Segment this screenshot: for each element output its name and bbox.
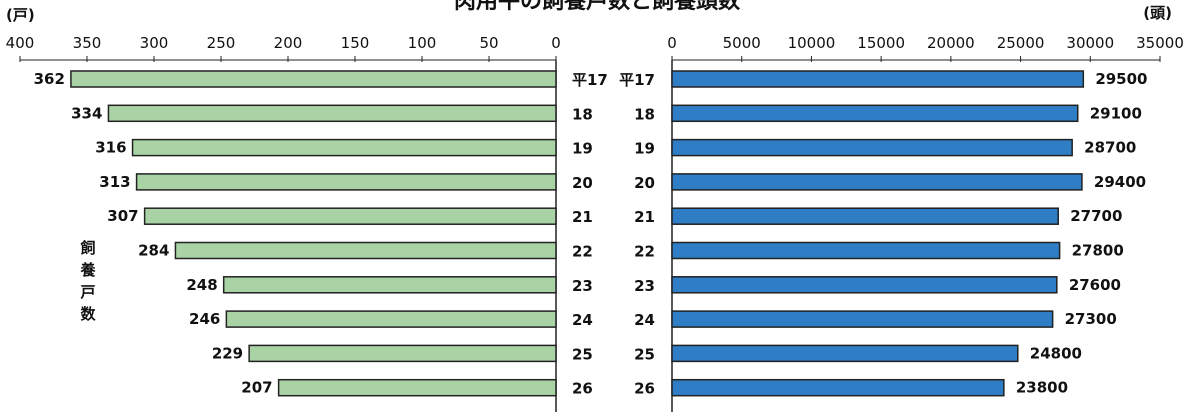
right-category-label: 20 (634, 174, 655, 192)
right-bar (671, 70, 1085, 88)
left-bar-value-label: 362 (34, 70, 65, 88)
right-category-label: 22 (634, 243, 655, 261)
left-x-tick-label: 150 (341, 34, 370, 52)
right-category-label: 23 (634, 277, 655, 295)
right-bar-value-label: 28700 (1084, 139, 1136, 157)
left-bar-value-label: 207 (241, 379, 272, 397)
right-bar-value-label: 27700 (1070, 207, 1122, 225)
left-bar (143, 207, 557, 225)
right-bar (671, 173, 1083, 191)
left-x-tick-label: 400 (6, 34, 35, 52)
left-bar (222, 276, 557, 294)
left-bar (135, 173, 557, 191)
right-category-label: 21 (634, 208, 655, 226)
right-bar (671, 207, 1059, 225)
right-bar-value-label: 24800 (1030, 344, 1082, 362)
right-category-label: 19 (634, 140, 655, 158)
right-bar-value-label: 29400 (1094, 173, 1146, 191)
left-unit-label: (戸) (6, 6, 35, 24)
left-category-label: 平17 (572, 71, 608, 89)
right-x-tick-label: 35000 (1136, 34, 1184, 52)
left-category-label: 19 (572, 140, 593, 158)
left-category-label: 26 (572, 380, 593, 398)
right-bar (671, 378, 1005, 397)
left-bar-value-label: 284 (138, 242, 169, 260)
left-bar-value-label: 229 (212, 344, 243, 362)
right-bar-value-label: 29500 (1095, 70, 1147, 88)
right-x-tick-label: 0 (667, 34, 677, 52)
right-bar-value-label: 27600 (1069, 276, 1121, 294)
right-category-label: 24 (634, 311, 655, 329)
left-bar-value-label: 248 (186, 276, 217, 294)
right-bar (671, 104, 1079, 123)
left-bar-value-label: 307 (107, 207, 138, 225)
left-category-label: 20 (572, 174, 593, 192)
left-category-label: 25 (572, 345, 593, 363)
right-x-tick-label: 20000 (927, 34, 975, 52)
right-category-label: 平17 (619, 71, 655, 89)
left-category-label: 21 (572, 208, 593, 226)
left-bar (107, 104, 557, 123)
left-bar-value-label: 316 (95, 139, 126, 157)
left-x-tick-label: 250 (207, 34, 236, 52)
left-bar (225, 310, 557, 328)
left-x-tick-label: 0 (551, 34, 561, 52)
right-category-label: 26 (634, 380, 655, 398)
right-bar (671, 276, 1058, 294)
right-chart-head-count: 0 5000 10000 15000 20000 25000 30000 35000 29500… (619, 34, 1184, 412)
left-chart-households: 400 350 300 250 200 150 100 50 0 362 平17 334 18 316 19… (6, 34, 608, 412)
left-category-label: 23 (572, 277, 593, 295)
left-x-tick-label: 350 (73, 34, 102, 52)
right-unit-label: (頭) (1143, 4, 1172, 22)
right-bar (671, 138, 1073, 157)
right-bar-value-label: 29100 (1090, 104, 1142, 122)
right-bar (671, 344, 1019, 363)
left-bar (70, 70, 557, 88)
left-bar (174, 241, 557, 260)
left-category-label: 18 (572, 105, 593, 123)
left-bar-value-label: 246 (189, 310, 220, 328)
right-x-tick-label: 25000 (997, 34, 1045, 52)
left-x-tick-label: 300 (140, 34, 169, 52)
right-bar-value-label: 23800 (1016, 379, 1068, 397)
left-x-tick-label: 50 (479, 34, 498, 52)
left-category-label: 24 (572, 311, 593, 329)
right-x-tick-label: 10000 (788, 34, 836, 52)
right-category-label: 25 (634, 345, 655, 363)
left-bar (277, 378, 557, 397)
left-bar-value-label: 334 (71, 104, 102, 122)
left-bar (248, 344, 557, 363)
right-x-tick-label: 5000 (723, 34, 761, 52)
left-x-tick-label: 100 (408, 34, 437, 52)
right-bar-value-label: 27300 (1065, 310, 1117, 328)
left-bar-value-label: 313 (99, 173, 130, 191)
left-category-label: 22 (572, 243, 593, 261)
left-x-tick-label: 200 (274, 34, 303, 52)
chart-title: 肉用牛の飼養戸数と飼養頭数 (454, 0, 741, 14)
right-x-tick-label: 15000 (857, 34, 905, 52)
left-bar (131, 138, 557, 157)
right-x-tick-label: 30000 (1066, 34, 1114, 52)
right-bar-value-label: 27800 (1072, 242, 1124, 260)
right-bar (671, 241, 1061, 260)
right-bar (671, 310, 1054, 328)
left-y-axis-title: 飼養戸数 (79, 239, 96, 323)
right-category-label: 18 (634, 105, 655, 123)
